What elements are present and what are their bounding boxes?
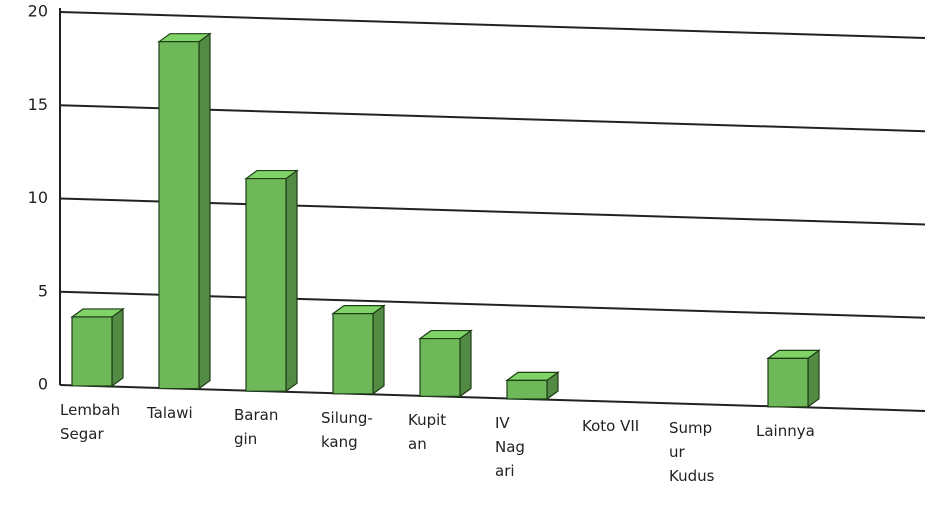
x-tick-label: Talawi bbox=[147, 403, 193, 422]
bar-face bbox=[245, 177, 287, 392]
bar-face bbox=[71, 316, 113, 387]
bar-face bbox=[372, 304, 385, 395]
x-tick-label: Kupit an bbox=[408, 411, 447, 454]
bar-face bbox=[111, 307, 124, 388]
x-tick-label: Sump ur Kudus bbox=[669, 419, 715, 486]
x-tick-label: Silung- kang bbox=[321, 408, 373, 451]
bar bbox=[70, 307, 125, 388]
x-tick-label: Baran gin bbox=[234, 406, 279, 449]
x-tick-label: Lembah Segar bbox=[60, 400, 121, 443]
bar-face bbox=[158, 41, 200, 390]
x-tick-label: IV Nag ari bbox=[495, 414, 525, 480]
bar bbox=[157, 32, 212, 390]
bar-face bbox=[285, 169, 298, 393]
y-tick-label: 20 bbox=[28, 2, 48, 21]
bar-face bbox=[419, 337, 461, 397]
bar-face bbox=[198, 32, 211, 390]
bar-face bbox=[332, 312, 374, 395]
y-tick-label: 10 bbox=[28, 188, 48, 207]
bar-face bbox=[767, 357, 809, 408]
x-tick-label: Lainnya bbox=[756, 421, 815, 440]
bar-face bbox=[506, 379, 548, 400]
x-tick-label: Koto VII bbox=[582, 416, 640, 435]
bar bbox=[505, 371, 560, 401]
bar-face bbox=[459, 329, 472, 398]
bar bbox=[244, 169, 299, 393]
bar bbox=[418, 329, 473, 398]
y-tick-label: 5 bbox=[38, 281, 48, 300]
grid-line bbox=[59, 11, 925, 39]
y-tick-label: 0 bbox=[38, 375, 48, 394]
bar bbox=[766, 349, 821, 409]
y-tick-label: 15 bbox=[28, 95, 48, 114]
bar-face bbox=[807, 349, 820, 409]
bar bbox=[331, 304, 386, 395]
